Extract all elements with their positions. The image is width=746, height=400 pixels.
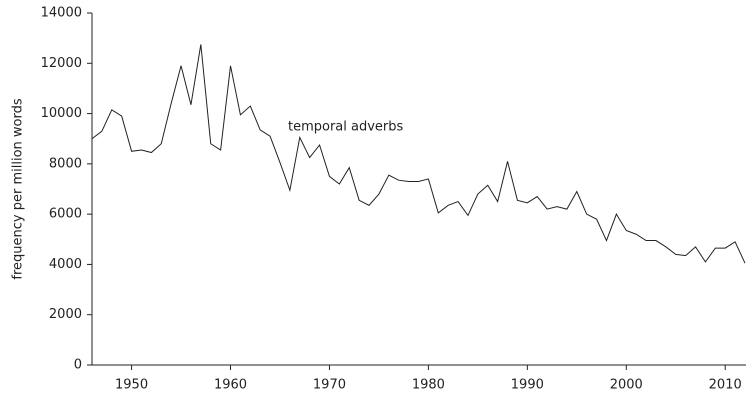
- y-tick-label: 10000: [41, 106, 82, 121]
- annotation: temporal adverbs: [288, 120, 404, 135]
- x-tick-label: 2010: [709, 378, 742, 393]
- x-tick-label: 1990: [511, 378, 544, 393]
- y-tick-label: 12000: [41, 56, 82, 71]
- x-tick-label: 1950: [115, 378, 148, 393]
- y-tick-label: 14000: [41, 6, 82, 21]
- x-tick-label: 1970: [313, 378, 346, 393]
- y-tick-label: 8000: [49, 156, 82, 171]
- x-tick-label: 1980: [412, 378, 445, 393]
- x-tick-label: 2000: [610, 378, 643, 393]
- x-tick-label: 1960: [214, 378, 247, 393]
- y-axis-label: frequency per million words: [11, 98, 26, 279]
- y-tick-label: 4000: [49, 257, 82, 272]
- data-line: [91, 44, 746, 264]
- y-tick-label: 6000: [49, 207, 82, 222]
- y-tick-label: 0: [74, 358, 82, 373]
- y-tick-label: 2000: [49, 307, 82, 322]
